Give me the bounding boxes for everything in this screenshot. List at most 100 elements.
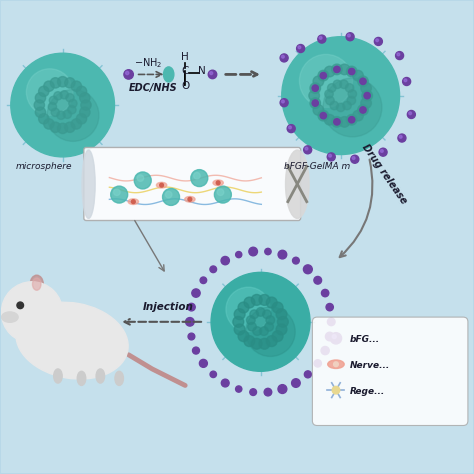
Circle shape (300, 55, 353, 108)
Circle shape (292, 379, 300, 387)
Circle shape (312, 100, 319, 106)
Circle shape (250, 389, 256, 395)
Circle shape (404, 79, 407, 82)
Circle shape (353, 70, 364, 81)
Circle shape (397, 53, 400, 56)
Circle shape (11, 53, 115, 157)
Ellipse shape (77, 371, 86, 385)
Ellipse shape (115, 371, 123, 385)
Circle shape (48, 102, 56, 111)
Circle shape (318, 35, 326, 43)
Circle shape (348, 68, 355, 75)
Circle shape (211, 273, 310, 371)
Circle shape (217, 189, 224, 196)
Circle shape (328, 84, 336, 92)
Circle shape (304, 146, 312, 154)
Circle shape (68, 106, 76, 114)
Circle shape (278, 384, 287, 393)
Circle shape (298, 46, 301, 49)
Circle shape (208, 70, 217, 79)
Circle shape (305, 147, 308, 150)
Circle shape (360, 107, 366, 113)
Circle shape (34, 100, 45, 110)
Circle shape (81, 100, 91, 110)
Circle shape (310, 83, 320, 93)
Circle shape (194, 173, 200, 179)
Circle shape (111, 186, 128, 203)
Circle shape (318, 70, 328, 81)
Circle shape (38, 114, 49, 124)
Circle shape (346, 33, 354, 41)
Circle shape (35, 107, 46, 118)
Circle shape (332, 117, 342, 127)
Circle shape (265, 248, 271, 255)
Circle shape (318, 110, 328, 121)
Circle shape (200, 359, 207, 367)
Circle shape (54, 91, 62, 100)
Circle shape (50, 78, 61, 88)
Circle shape (289, 126, 292, 129)
Circle shape (313, 105, 324, 115)
Circle shape (328, 155, 331, 157)
Circle shape (253, 327, 262, 336)
Circle shape (64, 122, 75, 132)
Circle shape (186, 318, 194, 326)
Circle shape (27, 69, 73, 116)
Circle shape (251, 338, 262, 349)
Text: Drug release: Drug release (359, 142, 408, 206)
Circle shape (332, 64, 342, 75)
Circle shape (321, 346, 329, 355)
Circle shape (200, 277, 207, 283)
Circle shape (330, 333, 342, 344)
Circle shape (259, 338, 270, 349)
Circle shape (332, 335, 336, 338)
Circle shape (238, 331, 249, 342)
Circle shape (292, 257, 299, 264)
Circle shape (137, 175, 144, 182)
Circle shape (320, 112, 327, 119)
Circle shape (238, 302, 249, 313)
Circle shape (326, 303, 333, 311)
Circle shape (264, 388, 272, 396)
Circle shape (346, 84, 354, 92)
Ellipse shape (185, 197, 195, 202)
Circle shape (63, 110, 72, 118)
Text: microsphere: microsphere (16, 162, 72, 171)
Circle shape (277, 316, 288, 327)
Circle shape (210, 371, 217, 378)
Circle shape (398, 134, 406, 142)
Circle shape (272, 302, 283, 313)
Circle shape (347, 34, 350, 37)
Circle shape (249, 247, 257, 256)
Ellipse shape (164, 67, 174, 82)
Circle shape (260, 327, 268, 336)
Text: bFGF-GelMA m: bFGF-GelMA m (284, 162, 350, 171)
Circle shape (17, 302, 24, 309)
Circle shape (339, 117, 350, 127)
Text: O: O (181, 81, 189, 91)
Circle shape (60, 91, 68, 99)
Circle shape (44, 81, 54, 91)
Circle shape (266, 316, 274, 325)
Text: $-\mathrm{NH}_2$: $-\mathrm{NH}_2$ (134, 56, 162, 70)
Circle shape (374, 37, 383, 46)
Circle shape (50, 122, 61, 132)
Circle shape (314, 360, 321, 367)
Circle shape (280, 99, 288, 107)
Circle shape (282, 55, 284, 58)
Circle shape (409, 112, 411, 115)
Circle shape (407, 110, 415, 118)
Circle shape (328, 318, 335, 326)
Circle shape (263, 310, 271, 319)
Circle shape (165, 191, 172, 198)
Text: EDC/NHS: EDC/NHS (128, 83, 177, 93)
Circle shape (362, 91, 373, 101)
Circle shape (352, 156, 355, 159)
Circle shape (364, 92, 370, 99)
Circle shape (310, 98, 320, 109)
Circle shape (80, 107, 90, 118)
Circle shape (216, 181, 220, 185)
Circle shape (76, 114, 87, 124)
Circle shape (278, 250, 287, 259)
Circle shape (131, 200, 135, 203)
